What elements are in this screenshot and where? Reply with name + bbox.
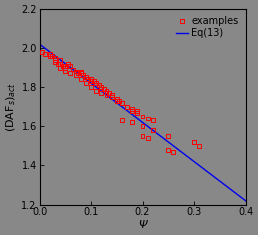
examples (146, 117, 150, 120)
examples (115, 99, 119, 103)
examples (89, 78, 93, 81)
examples (74, 74, 78, 77)
examples (140, 124, 144, 128)
examples (120, 101, 124, 105)
examples (74, 70, 78, 73)
examples (99, 85, 103, 89)
X-axis label: Ψ: Ψ (138, 220, 147, 230)
examples (48, 54, 52, 58)
examples (74, 70, 78, 73)
examples (110, 95, 114, 99)
examples (53, 58, 57, 62)
examples (81, 74, 85, 77)
examples (94, 89, 98, 93)
examples (50, 54, 54, 58)
examples (140, 134, 144, 138)
examples (94, 81, 98, 85)
examples (102, 87, 106, 91)
examples (71, 68, 75, 71)
examples (125, 105, 129, 109)
examples (55, 62, 60, 66)
examples (97, 83, 101, 87)
examples (76, 72, 80, 75)
examples (48, 52, 52, 56)
examples (99, 87, 103, 91)
examples (40, 50, 44, 54)
examples (130, 107, 134, 110)
examples (79, 72, 83, 75)
examples (58, 62, 62, 66)
examples (140, 115, 144, 118)
examples (192, 140, 196, 144)
examples (130, 121, 134, 124)
examples (53, 56, 57, 60)
examples (84, 75, 88, 79)
examples (146, 136, 150, 140)
examples (135, 111, 139, 114)
examples (89, 85, 93, 89)
examples (79, 70, 83, 73)
examples (84, 81, 88, 85)
examples (79, 78, 83, 81)
examples (53, 60, 57, 64)
examples (99, 91, 103, 95)
examples (86, 78, 91, 81)
examples (68, 72, 72, 75)
examples (125, 105, 129, 109)
examples (43, 52, 47, 56)
Eq(13) (160, 136, 164, 139)
examples (151, 118, 155, 122)
examples (89, 79, 93, 83)
Eq(13) (38, 43, 41, 46)
examples (63, 70, 67, 73)
Y-axis label: (DAF$_s$)$_{act}$: (DAF$_s$)$_{act}$ (5, 82, 19, 132)
examples (58, 58, 62, 62)
examples (104, 93, 109, 97)
examples (104, 91, 109, 95)
examples (92, 79, 96, 83)
examples (84, 75, 88, 79)
examples (120, 118, 124, 122)
examples (171, 150, 175, 154)
examples (166, 134, 170, 138)
examples (110, 93, 114, 97)
Line: Eq(13): Eq(13) (39, 44, 246, 201)
examples (110, 93, 114, 97)
examples (120, 101, 124, 105)
examples (66, 62, 70, 66)
examples (58, 66, 62, 70)
Eq(13) (212, 175, 215, 177)
examples (63, 66, 67, 70)
Eq(13) (164, 138, 167, 141)
examples (115, 97, 119, 101)
Eq(13) (160, 135, 163, 138)
Legend: examples, Eq(13): examples, Eq(13) (174, 14, 241, 40)
examples (197, 144, 201, 148)
examples (166, 148, 170, 152)
Eq(13) (244, 199, 247, 202)
examples (130, 109, 134, 113)
examples (63, 64, 67, 67)
examples (135, 109, 139, 113)
examples (61, 64, 65, 67)
examples (151, 128, 155, 132)
examples (107, 91, 111, 95)
examples (68, 64, 72, 67)
Eq(13) (39, 43, 42, 46)
Eq(13) (225, 185, 228, 188)
examples (104, 89, 109, 93)
examples (117, 99, 122, 103)
